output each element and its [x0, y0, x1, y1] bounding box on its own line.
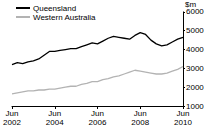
svg-text:2002: 2002 — [3, 118, 21, 127]
svg-text:2010: 2010 — [174, 118, 192, 127]
svg-text:Queensland: Queensland — [33, 4, 76, 13]
svg-text:5000: 5000 — [186, 26, 204, 35]
svg-text:4000: 4000 — [186, 45, 204, 54]
svg-text:Jun: Jun — [48, 109, 61, 118]
svg-text:3000: 3000 — [186, 64, 204, 73]
svg-text:Jun: Jun — [91, 109, 104, 118]
svg-text:Western Australia: Western Australia — [33, 13, 96, 22]
svg-text:2000: 2000 — [186, 83, 204, 92]
svg-text:2004: 2004 — [46, 118, 64, 127]
svg-text:Jun: Jun — [134, 109, 147, 118]
svg-text:Jun: Jun — [6, 109, 19, 118]
svg-text:6000: 6000 — [186, 7, 204, 16]
svg-text:Jun: Jun — [177, 109, 190, 118]
svg-text:2008: 2008 — [131, 118, 149, 127]
svg-text:1000: 1000 — [186, 101, 204, 111]
svg-text:2006: 2006 — [89, 118, 107, 127]
